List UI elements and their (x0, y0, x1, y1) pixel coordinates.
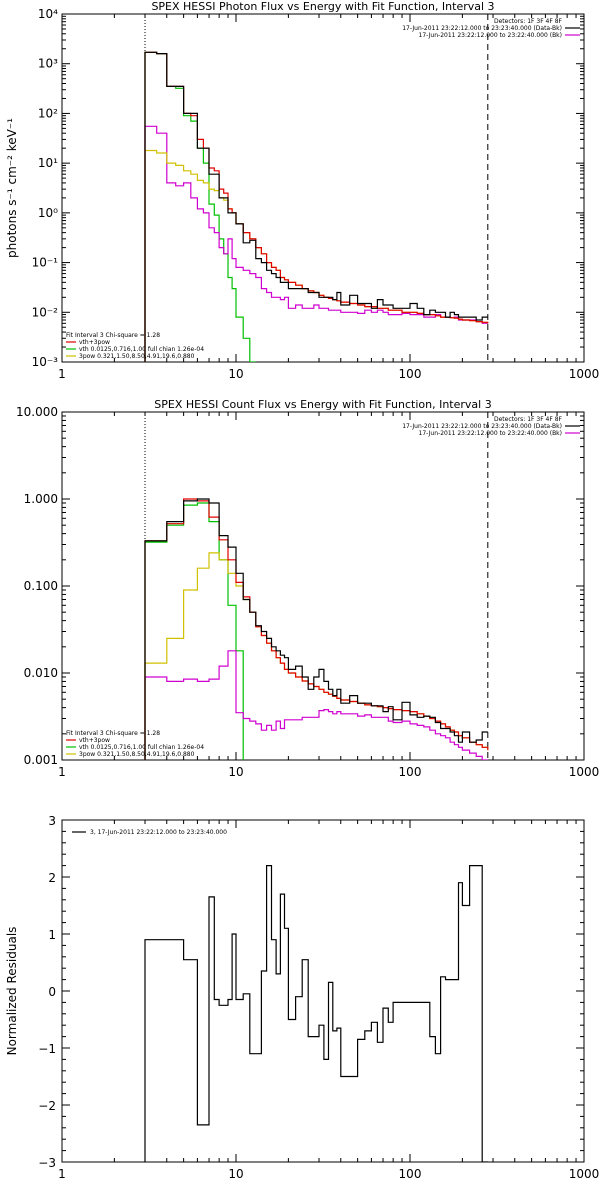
x-axis: 1 10 100 1000 (58, 412, 599, 779)
x-axis: 1 10 100 1000 (58, 820, 599, 1181)
x-tick-label: 100 (399, 1167, 422, 1181)
series-line-data-bk (144, 51, 488, 362)
legend-text: 17-Jun-2011 23:22:12.000 to 23:22:40.000… (419, 32, 562, 39)
y-tick-label: 10⁻¹ (32, 256, 59, 270)
chart-title: SPEX HESSI Count Flux vs Energy with Fit… (154, 398, 491, 411)
chart-panel-2: SPEX HESSI Count Flux vs Energy with Fit… (16, 398, 599, 779)
y-axis: −3 −2 −1 0 1 2 3 (38, 814, 584, 1170)
legend-text: vth 0.0125,0.716,1.00 full chian 1.26e-0… (79, 744, 204, 751)
legend-text: Detectors: 1F 3F 4F 8F (494, 18, 563, 25)
x-tick-label: 10 (228, 765, 243, 779)
x-tick-label: 1000 (569, 367, 600, 381)
plot-frame (61, 411, 585, 761)
y-axis: 0.001 0.010 0.100 1.000 10.000 (16, 405, 584, 767)
y-tick-label: 3 (48, 814, 56, 828)
y-tick-label: 1.000 (24, 492, 58, 506)
y-tick-label: 10¹ (38, 156, 58, 170)
chart-panel-1: SPEX HESSI Photon Flux vs Energy with Fi… (5, 0, 599, 381)
y-tick-label: −2 (38, 1099, 56, 1113)
series-line-vth-3pow (144, 51, 489, 362)
legend-text: vth+3pow (79, 737, 110, 744)
legend-text: 17-Jun-2011 23:22:12.000 to 23:22:40.000… (419, 430, 562, 437)
series-line-vth (144, 51, 256, 362)
legend-text: 3, 17-Jun-2011 23:22:12.000 to 23:23:40.… (90, 829, 227, 836)
x-tick-label: 10 (228, 367, 243, 381)
x-tick-label: 100 (399, 367, 422, 381)
series-group (144, 865, 488, 1162)
x-tick-label: 1 (58, 367, 66, 381)
series-line-3pow (144, 552, 489, 760)
legend-text: 3pow 0.321,1.50,8.50,4.91,19.6,0.880 (79, 751, 195, 758)
y-tick-label: 1 (48, 928, 56, 942)
plot-frame (61, 819, 585, 1163)
y-axis: 10⁻³ 10⁻² 10⁻¹ 10⁰ 10¹ 10² 10³ 10⁴ (32, 7, 584, 369)
y-tick-label: 0 (48, 985, 56, 999)
legend-bottom-left: Fit Interval 3 Chi-square = 1.28vth+3pow… (66, 332, 204, 360)
plot-frame (61, 13, 585, 363)
y-tick-label: 10² (38, 106, 58, 120)
chart-panel-3: Normalized Residuals 1 10 100 1000 −3 −2 −1 0 1 2 3… (5, 814, 599, 1181)
chart-title: SPEX HESSI Photon Flux vs Energy with Fi… (151, 0, 494, 13)
y-axis-label: photons s⁻¹ cm⁻² keV⁻¹ (5, 118, 19, 258)
y-tick-label: −3 (38, 1156, 56, 1170)
y-tick-label: 10³ (38, 57, 58, 71)
y-tick-label: 10⁴ (38, 7, 58, 21)
x-tick-label: 1 (58, 1167, 66, 1181)
y-tick-label: 10⁻³ (32, 355, 59, 369)
y-tick-label: 10⁰ (38, 206, 58, 220)
legend-text: 3pow 0.321,1.50,8.50,4.91,19.6,0.880 (79, 353, 195, 360)
series-line-bk (144, 125, 488, 362)
series-group (144, 51, 489, 362)
legend-text: Fit Interval 3 Chi-square = 1.28 (66, 332, 160, 339)
y-axis-label: Normalized Residuals (5, 927, 19, 1056)
x-tick-label: 1000 (569, 1167, 600, 1181)
y-tick-label: 10.000 (16, 405, 58, 419)
legend-text: 17-Jun-2011 23:22:12.000 to 23:23:40.000… (402, 25, 562, 32)
series-line-3-17-jun-2011-23-22-12-000-to-23-23-40-000 (144, 865, 488, 1162)
series-group (144, 498, 489, 760)
legend-top-left: 3, 17-Jun-2011 23:22:12.000 to 23:23:40.… (72, 829, 227, 836)
x-axis: 1 10 100 1000 (58, 14, 599, 381)
legend-bottom-left: Fit Interval 3 Chi-square = 1.28vth+3pow… (66, 730, 204, 758)
series-line-bk (144, 650, 488, 760)
series-line-vth-3pow (144, 498, 489, 760)
x-tick-label: 1000 (569, 765, 600, 779)
y-tick-label: 2 (48, 871, 56, 885)
x-tick-label: 100 (399, 765, 422, 779)
legend-text: Detectors: 1F 3F 4F 8F (494, 416, 563, 423)
x-tick-label: 1 (58, 765, 66, 779)
series-line-data-bk (144, 498, 488, 760)
y-tick-label: 0.010 (24, 666, 58, 680)
legend-text: 17-Jun-2011 23:22:12.000 to 23:23:40.000… (402, 423, 562, 430)
y-tick-label: 0.100 (24, 579, 58, 593)
y-tick-label: 10⁻² (32, 305, 59, 319)
legend-text: vth+3pow (79, 339, 110, 346)
series-line-3pow (144, 149, 489, 362)
y-tick-label: 0.001 (24, 753, 58, 767)
legend-text: Fit Interval 3 Chi-square = 1.28 (66, 730, 160, 737)
x-tick-label: 10 (228, 1167, 243, 1181)
legend-text: vth 0.0125,0.716,1.00 full chian 1.26e-0… (79, 346, 204, 353)
y-tick-label: −1 (38, 1042, 56, 1056)
